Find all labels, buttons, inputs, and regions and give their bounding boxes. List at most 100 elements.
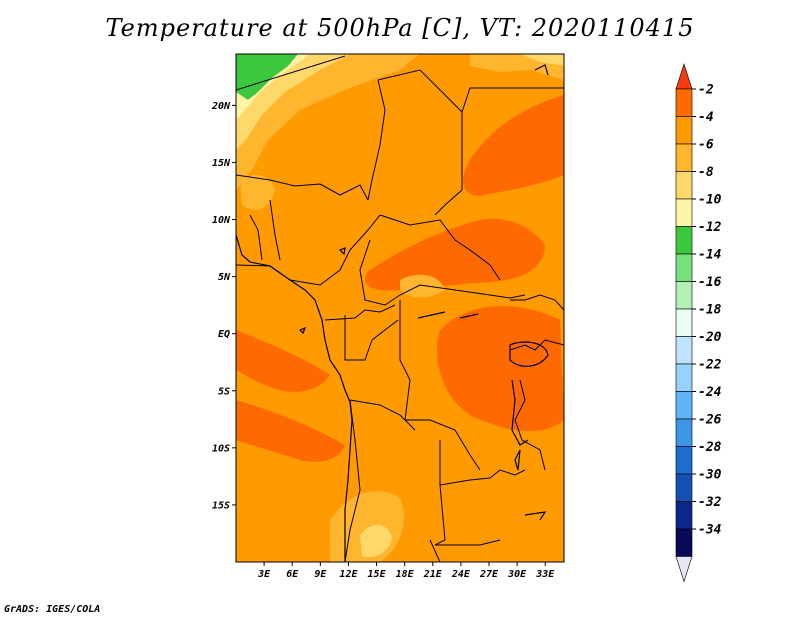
colorbar-segment	[675, 253, 693, 282]
colorbar-label: -18	[698, 303, 722, 318]
colorbar-segment	[675, 226, 693, 255]
lat-tick-label: 5S	[218, 386, 230, 397]
lon-tick-label: 30E	[507, 569, 527, 580]
colorbar-label: -10	[698, 193, 722, 208]
colorbar-segment	[675, 281, 693, 310]
field-green-nw	[236, 54, 298, 100]
colorbar-label: -34	[698, 523, 722, 538]
lake-victoria	[509, 341, 549, 367]
colorbar-label: -12	[698, 220, 722, 235]
field-warm-ne	[463, 95, 564, 196]
colorbar-label: -14	[698, 248, 722, 263]
colorbar-bottom-arrow	[675, 556, 693, 583]
colorbar-segment	[675, 446, 693, 475]
border-segment	[379, 214, 501, 281]
red-sea-coast	[534, 64, 549, 76]
colorbar-label: -32	[698, 495, 722, 510]
lon-tick-label: 33E	[535, 569, 555, 580]
colorbar-label: -20	[698, 330, 722, 345]
lat-tick-label: 20N	[211, 101, 231, 112]
border-segment	[434, 440, 501, 546]
colorbar-label: -8	[698, 165, 714, 180]
border-segment	[269, 199, 281, 261]
lat-tick-label: EQ	[218, 329, 230, 340]
field-cooler-south	[360, 524, 392, 558]
colorbar: -2 -4 -6 -8 -10 -12 -14 -16 -18 -20 -22 -24 -26 -28 -3…	[675, 63, 722, 583]
colorbar-segment	[675, 116, 693, 145]
lat-tick-label: 15S	[212, 500, 230, 511]
border-segment	[377, 69, 463, 113]
colorbar-label: -22	[698, 358, 722, 373]
border-segment	[359, 239, 526, 306]
border-segment	[429, 539, 441, 562]
lon-tick-label: 12E	[339, 569, 358, 580]
lon-tick-label: 9E	[314, 569, 327, 580]
colorbar-label: -16	[698, 275, 722, 290]
colorbar-label: -24	[698, 385, 722, 400]
lat-tick-label: 10N	[212, 215, 231, 226]
colorbar-label: -6	[698, 138, 714, 153]
border-segment	[344, 315, 399, 361]
border-segment	[399, 300, 481, 471]
lon-tick-label: 3E	[257, 569, 271, 580]
field-warm-sw	[236, 330, 330, 392]
island	[338, 247, 346, 256]
colorbar-label: -30	[698, 468, 722, 483]
colorbar-segment	[675, 143, 693, 172]
lon-tick-label: 18E	[396, 569, 415, 580]
lon-tick-label: 24E	[451, 569, 471, 580]
border-segment	[349, 399, 416, 431]
field-warm-east	[436, 306, 564, 432]
field-cool-central	[400, 274, 445, 298]
border-segment	[236, 174, 369, 201]
field-warm-band	[364, 218, 545, 291]
colorbar-segment	[675, 336, 693, 365]
lon-tick-label: 6E	[286, 569, 299, 580]
colorbar-segment	[675, 391, 693, 420]
colorbar-segment	[675, 198, 693, 227]
border-segment	[510, 294, 564, 311]
colorbar-label: -4	[698, 110, 714, 125]
west-coast	[236, 234, 353, 562]
lake	[514, 449, 521, 471]
colorbar-segment	[675, 501, 693, 530]
latitude-axis: 20N 15N 10N 5N EQ 5S 10S 15S	[211, 101, 236, 511]
lake-malawi	[524, 511, 547, 521]
border-segment	[236, 55, 346, 91]
border-segment	[461, 87, 471, 113]
border-segment	[434, 112, 463, 216]
colorbar-segment	[675, 308, 693, 337]
lon-tick-label: 27E	[479, 569, 499, 580]
colorbar-top-arrow	[675, 63, 693, 90]
country-borders	[236, 55, 564, 562]
colorbar-segment	[675, 171, 693, 200]
colorbar-segment	[675, 473, 693, 502]
border-segment	[439, 469, 526, 486]
lat-tick-label: 5N	[218, 272, 231, 283]
grads-credit: GrADS: IGES/COLA	[4, 604, 101, 615]
field-cool-west	[240, 174, 275, 210]
map-frame	[235, 53, 565, 563]
field-warm-sw-2	[236, 400, 345, 462]
chart-title: Temperature at 500hPa [C], VT: 202011041…	[105, 14, 695, 42]
field-cooler-ne	[520, 54, 564, 66]
border-segment	[367, 79, 386, 201]
colorbar-segment	[675, 363, 693, 392]
colorbar-label: -2	[698, 83, 714, 98]
colorbar-segment	[675, 418, 693, 447]
longitude-axis: 3E 6E 9E 12E 15E 18E 21E 24E 27E 30E 33E	[257, 562, 555, 580]
lon-tick-label: 21E	[423, 569, 443, 580]
colorbar-segment	[675, 528, 693, 557]
coastline	[236, 64, 549, 562]
colorbar-label: -28	[698, 440, 722, 455]
river	[459, 313, 479, 319]
lake-tanganyika	[511, 379, 529, 446]
colorbar-segment	[675, 88, 693, 117]
lat-tick-label: 10S	[212, 443, 230, 454]
lat-tick-label: 15N	[212, 158, 231, 169]
border-segment	[249, 214, 263, 261]
border-segment	[514, 379, 546, 471]
colorbar-label: -26	[698, 413, 722, 428]
border-segment	[344, 399, 361, 562]
